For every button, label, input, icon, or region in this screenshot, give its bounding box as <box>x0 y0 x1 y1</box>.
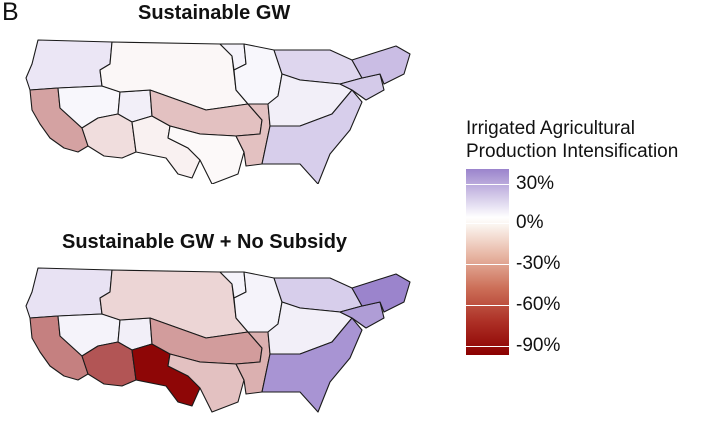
legend-label-minus-60: -60% <box>516 294 561 315</box>
legend-label-0: 0% <box>516 212 544 233</box>
region-new-england <box>351 273 411 313</box>
region-new-england <box>351 45 411 85</box>
legend-label-minus-90: -90% <box>516 335 561 356</box>
legend-title-line-2: Production Intensification <box>466 141 679 162</box>
legend-title-line-1: Irrigated Agricultural <box>466 118 635 139</box>
legend-tick-minus-90 <box>466 346 509 347</box>
region-texas-gulf <box>167 353 245 413</box>
region-south-atlantic-gulf <box>261 317 363 413</box>
legend-tick-0 <box>466 223 509 224</box>
region-pacific-northwest <box>25 267 113 319</box>
legend-title: Irrigated Agricultural Production Intens… <box>466 117 678 163</box>
map-sustainable-gw-no-subsidy <box>25 267 411 413</box>
legend-label-minus-30: -30% <box>516 253 561 274</box>
legend-tick-30 <box>466 184 509 185</box>
map-title-sustainable-gw-no-subsidy: Sustainable GW + No Subsidy <box>62 231 348 253</box>
map-title-sustainable-gw: Sustainable GW <box>138 2 291 24</box>
map-sustainable-gw <box>25 39 411 184</box>
panel-letter: B <box>2 0 19 26</box>
legend-colorbar <box>466 169 509 355</box>
region-pacific-northwest <box>25 39 113 91</box>
legend-tick-minus-30 <box>466 264 509 265</box>
region-south-atlantic-gulf <box>261 89 363 184</box>
legend-tick-minus-60 <box>466 305 509 306</box>
region-texas-gulf <box>167 125 245 184</box>
legend-label-30: 30% <box>516 173 555 194</box>
